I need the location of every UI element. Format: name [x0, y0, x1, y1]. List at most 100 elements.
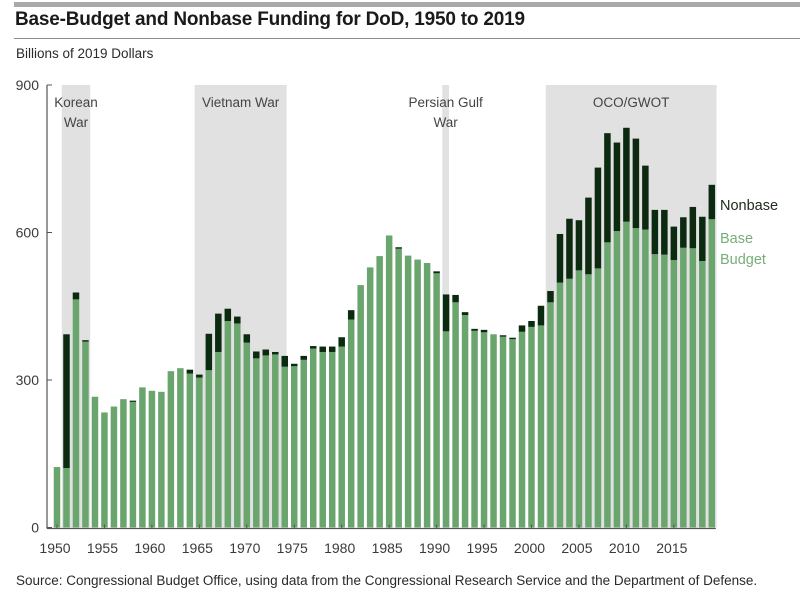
- bar-nonbase: [253, 351, 260, 359]
- bar-nonbase: [395, 247, 402, 249]
- bar-base: [110, 406, 118, 528]
- bar-nonbase: [328, 346, 336, 352]
- legend-base-line1: Base: [720, 231, 753, 247]
- bar-base: [72, 299, 80, 528]
- bar-base: [101, 412, 108, 528]
- bar-base: [490, 334, 497, 528]
- bar-nonbase: [594, 167, 602, 269]
- bar-nonbase: [623, 127, 630, 222]
- bar-base: [680, 247, 687, 528]
- bar-base: [148, 390, 156, 528]
- bar-nonbase: [224, 308, 232, 321]
- bar-base: [442, 331, 450, 528]
- bar-base: [309, 348, 317, 528]
- bar-base: [452, 302, 459, 528]
- bar-nonbase: [234, 316, 241, 324]
- legend-nonbase: Nonbase: [720, 198, 778, 214]
- x-tick-label: 1955: [87, 540, 118, 556]
- bar-nonbase: [537, 305, 545, 326]
- bar-base: [547, 302, 554, 528]
- bar-base: [556, 282, 564, 528]
- bar-base: [642, 229, 649, 528]
- bar-nonbase: [613, 142, 621, 232]
- bar-base: [291, 366, 298, 528]
- bar-base: [480, 332, 488, 528]
- bar-base: [499, 336, 507, 528]
- bar-nonbase: [547, 291, 554, 303]
- x-tick-label: 1985: [372, 540, 403, 556]
- bar-nonbase: [347, 310, 355, 320]
- bar-base: [167, 371, 175, 528]
- bar-nonbase: [575, 220, 583, 271]
- x-tick-label: 2005: [561, 540, 592, 556]
- chart-title: Base-Budget and Nonbase Funding for DoD,…: [15, 9, 525, 30]
- bar-nonbase: [72, 292, 80, 300]
- x-tick-label: 1960: [134, 540, 165, 556]
- bar-nonbase: [528, 321, 535, 327]
- bar-nonbase: [291, 363, 298, 367]
- period-label: War: [433, 115, 458, 130]
- bar-base: [53, 467, 61, 528]
- bar-base: [357, 285, 364, 528]
- bar-base: [708, 219, 716, 528]
- title-divider: [14, 38, 800, 39]
- bar-base: [518, 331, 526, 528]
- y-tick-label: 900: [16, 77, 40, 93]
- bar-base: [177, 368, 184, 528]
- bar-nonbase: [556, 233, 564, 283]
- bar-nonbase: [480, 329, 488, 333]
- x-tick-label: 1995: [466, 540, 497, 556]
- bar-base: [689, 248, 697, 528]
- bar-base: [632, 228, 640, 528]
- bar-nonbase: [186, 369, 194, 374]
- bar-base: [414, 259, 421, 528]
- bar-base: [139, 387, 146, 528]
- y-axis-unit-label: Billions of 2019 Dollars: [16, 46, 154, 61]
- bar-base: [423, 262, 431, 528]
- bar-base: [537, 325, 545, 528]
- bar-nonbase: [82, 340, 89, 342]
- bar-nonbase: [281, 355, 289, 367]
- bar-nonbase: [433, 271, 440, 274]
- y-tick-label: 600: [16, 225, 40, 241]
- bar-base: [366, 267, 374, 528]
- bar-base: [82, 341, 89, 528]
- bar-nonbase: [338, 337, 345, 347]
- bar-nonbase: [566, 218, 573, 279]
- bar-nonbase: [309, 346, 317, 349]
- bar-nonbase: [461, 312, 469, 316]
- bar-base: [404, 255, 412, 528]
- bar-base: [186, 373, 194, 528]
- bar-base: [347, 319, 355, 528]
- bar-nonbase: [499, 335, 507, 337]
- bar-nonbase: [642, 165, 649, 230]
- bar-base: [328, 351, 336, 528]
- bar-nonbase: [708, 184, 716, 220]
- bar-base: [395, 248, 402, 528]
- bar-nonbase: [205, 333, 213, 371]
- period-label: OCO/GWOT: [593, 95, 670, 110]
- bar-nonbase: [442, 294, 450, 332]
- bar-base: [585, 274, 592, 528]
- y-tick-label: 0: [31, 520, 39, 536]
- bar-base: [196, 377, 203, 528]
- bar-nonbase: [300, 355, 307, 360]
- bar-base: [699, 261, 706, 528]
- bar-nonbase: [262, 349, 270, 356]
- axes: 0 300 600 900 1950 1955 1960 1965 1970 1975 1980 19…: [16, 77, 716, 556]
- bar-base: [300, 359, 307, 528]
- bar-base: [281, 366, 289, 528]
- bar-nonbase: [680, 217, 687, 248]
- period-shade: [545, 85, 717, 528]
- bar-base: [272, 354, 279, 528]
- bar-nonbase: [452, 294, 459, 303]
- bar-base: [91, 396, 99, 528]
- bar-nonbase: [509, 337, 516, 340]
- bar-nonbase: [63, 334, 70, 469]
- bar-base: [158, 391, 165, 528]
- bar-base: [262, 355, 270, 528]
- legend: Nonbase Base Budget: [720, 198, 778, 268]
- bar-base: [566, 278, 573, 528]
- x-tick-label: 1990: [419, 540, 450, 556]
